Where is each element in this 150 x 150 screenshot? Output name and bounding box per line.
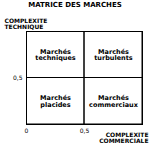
html-text:MATRICE DES MARCHES: MATRICE DES MARCHES [28,1,122,9]
svg-text:Marchéstechniques: Marchéstechniques [35,48,76,63]
svg-text:COMPLEXITETECHNIQUE: COMPLEXITETECHNIQUE [5,17,48,30]
svg-text:0,5: 0,5 [13,74,23,81]
svg-text:0,5: 0,5 [80,127,90,134]
svg-text:Marchéscommerciaux: Marchéscommerciaux [89,94,139,109]
svg-text:Marchésplacides: Marchésplacides [40,94,71,109]
svg-text:0: 0 [25,127,29,134]
svg-text:COMPLEXITECOMMERCIALE: COMPLEXITECOMMERCIALE [99,131,148,144]
svg-text:Marchésturbulents: Marchésturbulents [94,48,133,63]
